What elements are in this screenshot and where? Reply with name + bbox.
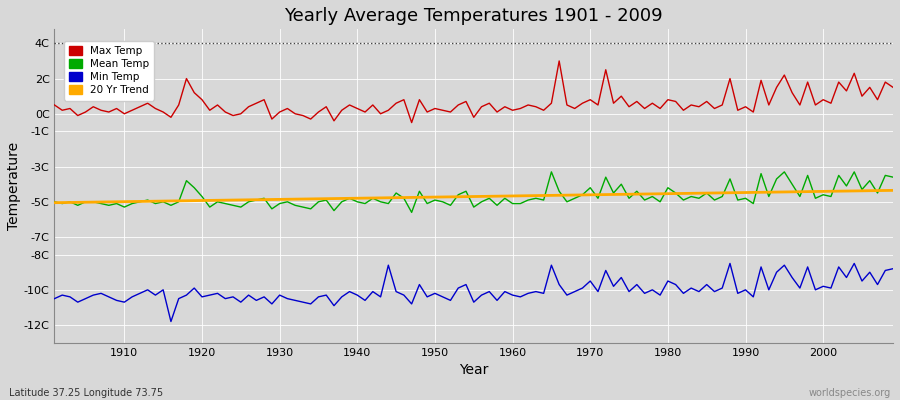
X-axis label: Year: Year bbox=[459, 363, 489, 377]
Y-axis label: Temperature: Temperature bbox=[7, 142, 21, 230]
Legend: Max Temp, Mean Temp, Min Temp, 20 Yr Trend: Max Temp, Mean Temp, Min Temp, 20 Yr Tre… bbox=[64, 41, 154, 100]
Title: Yearly Average Temperatures 1901 - 2009: Yearly Average Temperatures 1901 - 2009 bbox=[284, 7, 663, 25]
Text: Latitude 37.25 Longitude 73.75: Latitude 37.25 Longitude 73.75 bbox=[9, 388, 163, 398]
Text: worldspecies.org: worldspecies.org bbox=[809, 388, 891, 398]
